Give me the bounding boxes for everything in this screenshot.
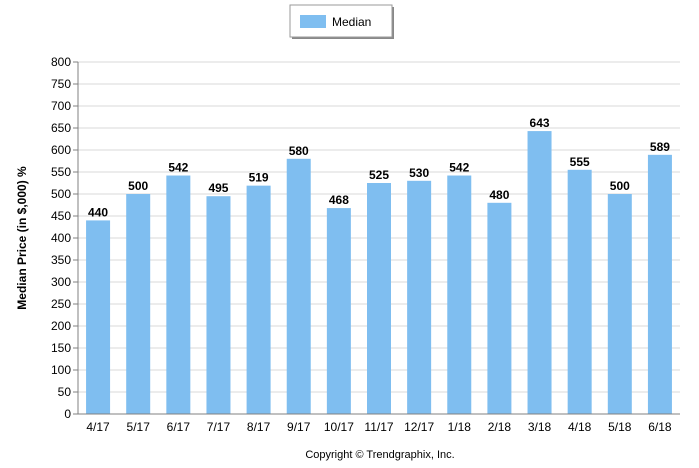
bar-7-17 xyxy=(206,196,231,414)
y-tick-label: 700 xyxy=(51,99,71,113)
data-label: 643 xyxy=(530,116,550,130)
copyright-text: Copyright © Trendgraphix, Inc. xyxy=(305,449,454,461)
data-label: 525 xyxy=(369,168,389,182)
x-tick-label: 2/18 xyxy=(488,420,512,434)
bar-3-18 xyxy=(527,131,552,414)
data-label: 519 xyxy=(249,171,269,185)
y-tick-label: 200 xyxy=(51,319,71,333)
data-label: 542 xyxy=(449,161,469,175)
y-tick-label: 550 xyxy=(51,165,71,179)
bar-5-17 xyxy=(126,194,151,414)
bar-6-18 xyxy=(647,154,672,414)
x-tick-label: 5/18 xyxy=(608,420,632,434)
data-label: 530 xyxy=(409,166,429,180)
bar-4-18 xyxy=(567,169,592,414)
bar-12-17 xyxy=(407,180,432,414)
x-tick-label: 5/17 xyxy=(127,420,151,434)
data-label: 555 xyxy=(570,155,590,169)
y-tick-label: 100 xyxy=(51,363,71,377)
legend-swatch xyxy=(300,15,326,28)
x-tick-label: 9/17 xyxy=(287,420,311,434)
y-tick-label: 650 xyxy=(51,121,71,135)
x-tick-label: 3/18 xyxy=(528,420,552,434)
y-tick-label: 800 xyxy=(51,55,71,69)
data-labels: 440 500 542 495 519 580 468 525 530 542 480 643 555 5… xyxy=(88,116,670,219)
axes: 0 50 100 150 200 250 300 350 400 450 500 550 600 650 7… xyxy=(51,55,680,434)
x-tick-label: 6/18 xyxy=(648,420,672,434)
data-label: 580 xyxy=(289,144,309,158)
x-tick-label: 6/17 xyxy=(167,420,191,434)
bar-9-17 xyxy=(286,158,311,414)
data-label: 495 xyxy=(208,181,228,195)
bar-10-17 xyxy=(326,208,351,414)
y-tick-label: 450 xyxy=(51,209,71,223)
y-tick-label: 0 xyxy=(64,407,71,421)
bar-2-18 xyxy=(487,202,512,414)
y-tick-label: 600 xyxy=(51,143,71,157)
data-label: 500 xyxy=(610,179,630,193)
bar-5-18 xyxy=(607,194,632,414)
x-tick-label: 7/17 xyxy=(207,420,231,434)
data-label: 440 xyxy=(88,205,108,219)
y-tick-label: 50 xyxy=(58,385,72,399)
y-tick-label: 350 xyxy=(51,253,71,267)
data-label: 542 xyxy=(168,161,188,175)
data-label: 480 xyxy=(489,188,509,202)
x-tick-label: 4/18 xyxy=(568,420,592,434)
bar-6-17 xyxy=(166,175,191,414)
y-axis-title: Median Price (in $,000) % xyxy=(15,166,29,310)
x-tick-label: 8/17 xyxy=(247,420,271,434)
y-tick-label: 500 xyxy=(51,187,71,201)
legend-label-median: Median xyxy=(332,15,371,29)
bar-4-17 xyxy=(86,220,111,414)
x-tick-label: 10/17 xyxy=(324,420,354,434)
y-tick-label: 300 xyxy=(51,275,71,289)
x-tick-label: 12/17 xyxy=(404,420,434,434)
bars xyxy=(86,131,672,414)
x-tick-label: 1/18 xyxy=(448,420,472,434)
y-tick-label: 750 xyxy=(51,77,71,91)
x-tick-label: 11/17 xyxy=(364,420,393,434)
data-label: 500 xyxy=(128,179,148,193)
x-tick-label: 4/17 xyxy=(86,420,110,434)
legend: Median xyxy=(289,4,394,39)
bar-1-18 xyxy=(447,175,472,414)
bar-8-17 xyxy=(246,185,271,414)
y-tick-label: 250 xyxy=(51,297,71,311)
bar-11-17 xyxy=(367,183,391,414)
y-tick-label: 400 xyxy=(51,231,71,245)
data-label: 468 xyxy=(329,193,349,207)
y-tick-label: 150 xyxy=(51,341,71,355)
data-label: 589 xyxy=(650,140,670,154)
